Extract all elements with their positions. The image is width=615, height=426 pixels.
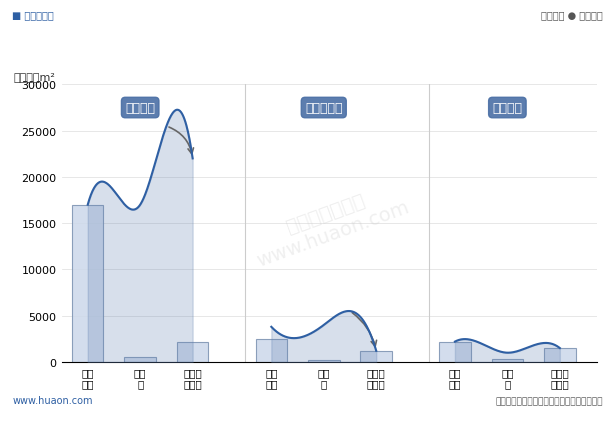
Bar bbox=[544, 348, 576, 362]
Text: 竣工面积: 竣工面积 bbox=[493, 102, 522, 115]
Bar bbox=[491, 360, 523, 362]
Bar bbox=[177, 342, 208, 362]
Text: 单位：万m²: 单位：万m² bbox=[14, 71, 55, 81]
Bar bbox=[256, 339, 287, 362]
Text: 新开工面积: 新开工面积 bbox=[305, 102, 343, 115]
Text: 2016-2024年1-11月山西省房地产施工面积情况: 2016-2024年1-11月山西省房地产施工面积情况 bbox=[156, 42, 459, 60]
Bar bbox=[439, 342, 470, 362]
Bar bbox=[308, 360, 339, 362]
Bar bbox=[124, 357, 156, 362]
Text: 专业严谨 ● 客观科学: 专业严谨 ● 客观科学 bbox=[541, 10, 603, 20]
Text: 华经产业研究院
www.huaon.com: 华经产业研究院 www.huaon.com bbox=[247, 177, 411, 271]
Bar bbox=[360, 351, 392, 362]
Text: 施工面积: 施工面积 bbox=[125, 102, 155, 115]
Text: www.huaon.com: www.huaon.com bbox=[12, 395, 93, 406]
Bar bbox=[72, 205, 103, 362]
Text: 数据来源：国家统计局，华经产业研究院整理: 数据来源：国家统计局，华经产业研究院整理 bbox=[495, 396, 603, 405]
Text: ■ 华经情报网: ■ 华经情报网 bbox=[12, 10, 54, 20]
